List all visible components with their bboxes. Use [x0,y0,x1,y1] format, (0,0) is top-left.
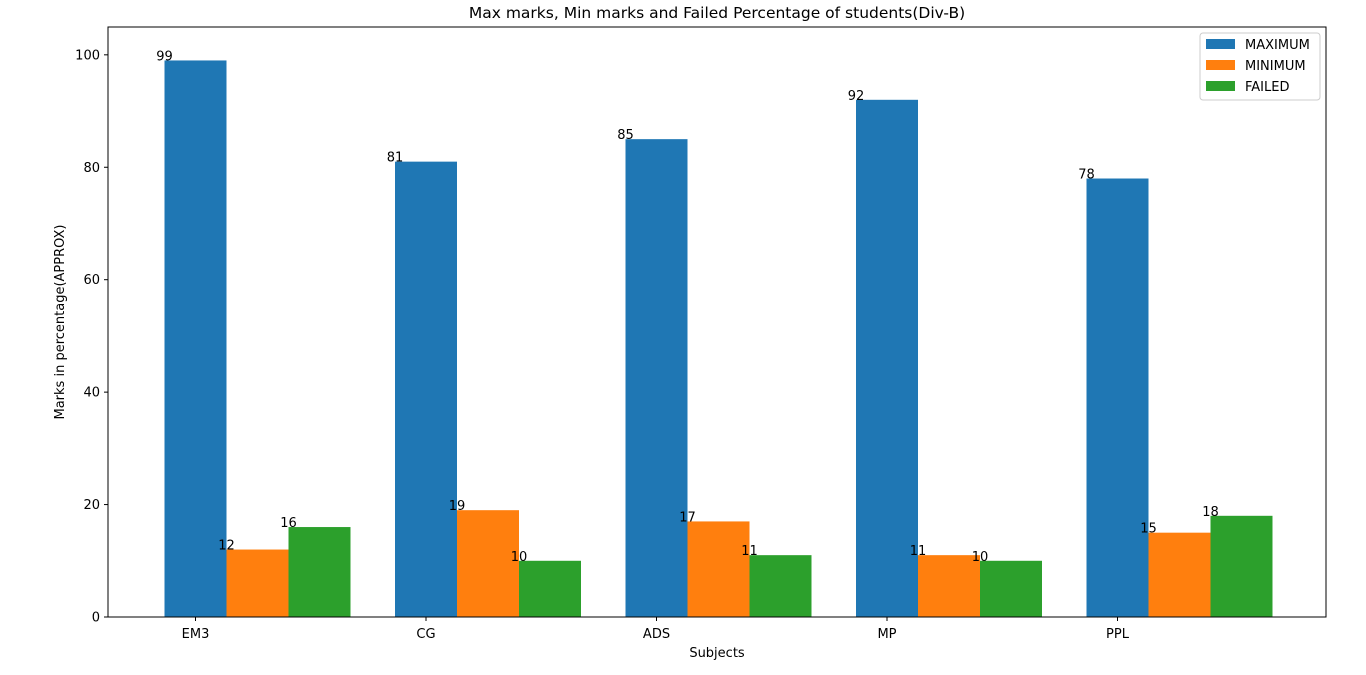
y-axis-label: Marks in percentage(APPROX) [53,224,68,419]
legend-entries: MAXIMUM MINIMUM FAILED [1206,38,1310,95]
bar-minimum-ads [687,521,750,617]
bar-value-label: 85 [617,128,634,143]
plot-frame [107,26,1327,618]
y-axis-ticks: 0 20 40 60 80 100 [75,48,108,626]
legend-label-failed: FAILED [1245,80,1289,95]
bar-maximum-ads [625,139,688,617]
bar-failed-em3 [288,527,351,617]
x-tick-label: CG [416,627,435,642]
bar-minimum-mp [918,555,980,617]
bar-minimum-cg [457,510,519,617]
y-tick-label: 20 [83,498,100,513]
legend-swatch-maximum [1206,39,1235,49]
legend: MAXIMUM MINIMUM FAILED [1199,32,1321,101]
y-tick-label: 100 [75,48,100,63]
bar-failed-ppl [1210,515,1273,617]
y-tick-label: 60 [83,273,100,288]
bar-maximum-em3 [164,60,227,617]
bar-value-label: 81 [387,151,404,166]
bar-value-label: 15 [1140,522,1157,537]
bar-value-label: 92 [848,89,865,104]
x-axis-ticks: EM3 CG ADS MP PPL [182,617,1130,642]
bar-labels-layer: 99 81 85 92 78 12 19 17 11 15 16 10 11 10 18 [156,49,1219,564]
bar-value-label: 18 [1202,505,1219,520]
chart-title: Max marks, Min marks and Failed Percenta… [469,4,965,22]
bar-minimum-em3 [226,549,289,617]
bar-value-label: 11 [910,544,927,559]
y-tick-label: 0 [92,611,100,626]
legend-label-maximum: MAXIMUM [1245,38,1310,53]
bar-maximum-ppl [1086,178,1149,617]
bar-failed-ads [749,555,812,617]
y-tick-label: 40 [83,386,100,401]
bar-value-label: 10 [972,550,989,565]
bar-failed-mp [980,560,1042,617]
bar-value-label: 11 [741,544,758,559]
bar-maximum-cg [395,161,457,617]
bar-value-label: 17 [679,510,696,525]
bar-value-label: 12 [218,539,235,554]
x-tick-label: EM3 [182,627,210,642]
bar-value-label: 16 [280,516,297,531]
bars-layer [164,60,1273,617]
legend-swatch-failed [1206,81,1235,91]
bar-minimum-ppl [1148,532,1211,617]
x-tick-label: PPL [1106,627,1130,642]
bar-value-label: 10 [511,550,528,565]
x-tick-label: MP [877,627,896,642]
legend-label-minimum: MINIMUM [1245,59,1306,74]
bar-value-label: 78 [1078,168,1095,183]
y-tick-label: 80 [83,161,100,176]
legend-swatch-minimum [1206,60,1235,70]
bar-value-label: 19 [449,499,466,514]
bar-maximum-mp [856,99,918,617]
x-axis-label: Subjects [689,646,745,661]
x-tick-label: ADS [643,627,670,642]
bar-value-label: 99 [156,49,173,64]
bar-failed-cg [519,560,581,617]
